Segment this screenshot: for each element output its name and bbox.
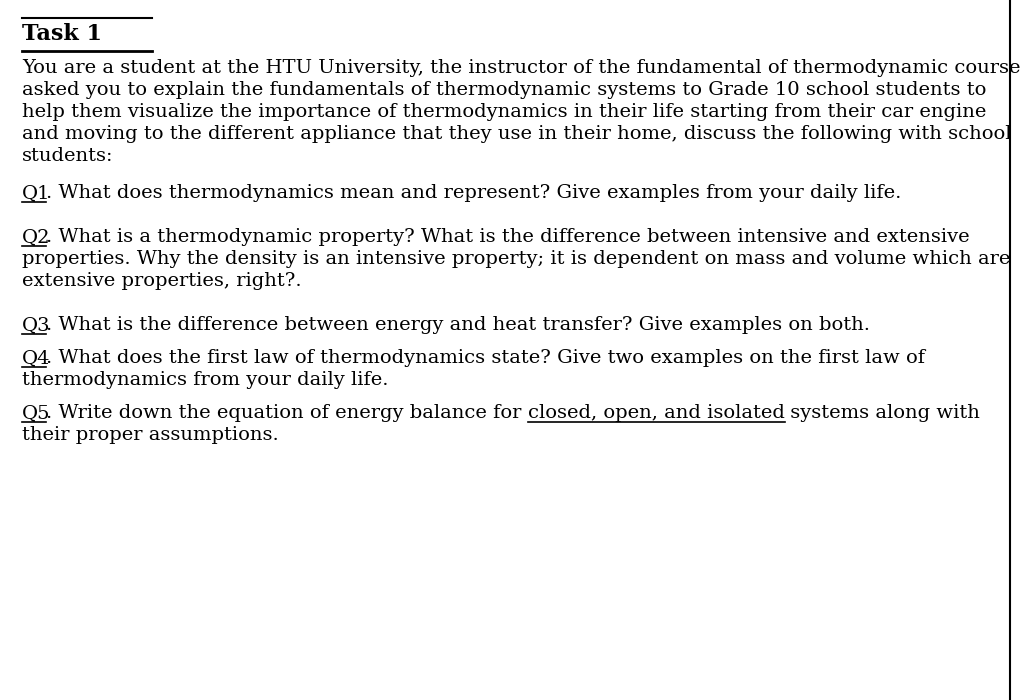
- Text: extensive properties, right?.: extensive properties, right?.: [23, 272, 302, 290]
- Text: help them visualize the importance of thermodynamics in their life starting from: help them visualize the importance of th…: [23, 103, 986, 121]
- Text: Q2: Q2: [23, 228, 50, 246]
- Text: . What does the first law of thermodynamics state? Give two examples on the firs: . What does the first law of thermodynam…: [46, 349, 925, 368]
- Text: and moving to the different appliance that they use in their home, discuss the f: and moving to the different appliance th…: [23, 125, 1012, 143]
- Text: . What is a thermodynamic property? What is the difference between intensive and: . What is a thermodynamic property? What…: [46, 228, 970, 246]
- Text: systems along with: systems along with: [785, 405, 980, 422]
- Text: . Write down the equation of energy balance for: . Write down the equation of energy bala…: [46, 405, 528, 422]
- Text: students:: students:: [23, 147, 114, 165]
- Text: thermodynamics from your daily life.: thermodynamics from your daily life.: [23, 372, 389, 389]
- Text: Q4: Q4: [23, 349, 50, 368]
- Text: Q1: Q1: [23, 184, 50, 202]
- Text: properties. Why the density is an intensive property; it is dependent on mass an: properties. Why the density is an intens…: [23, 251, 1011, 268]
- Text: Q5: Q5: [23, 405, 50, 422]
- Text: asked you to explain the fundamentals of thermodynamic systems to Grade 10 schoo: asked you to explain the fundamentals of…: [23, 81, 986, 99]
- Text: . What is the difference between energy and heat transfer? Give examples on both: . What is the difference between energy …: [46, 316, 870, 335]
- Text: You are a student at the HTU University, the instructor of the fundamental of th: You are a student at the HTU University,…: [23, 59, 1021, 77]
- Text: . What does thermodynamics mean and represent? Give examples from your daily lif: . What does thermodynamics mean and repr…: [46, 184, 901, 202]
- Text: Task 1: Task 1: [23, 23, 102, 45]
- Text: their proper assumptions.: their proper assumptions.: [23, 426, 278, 444]
- Text: closed, open, and isolated: closed, open, and isolated: [528, 405, 785, 422]
- Text: Q3: Q3: [23, 316, 50, 335]
